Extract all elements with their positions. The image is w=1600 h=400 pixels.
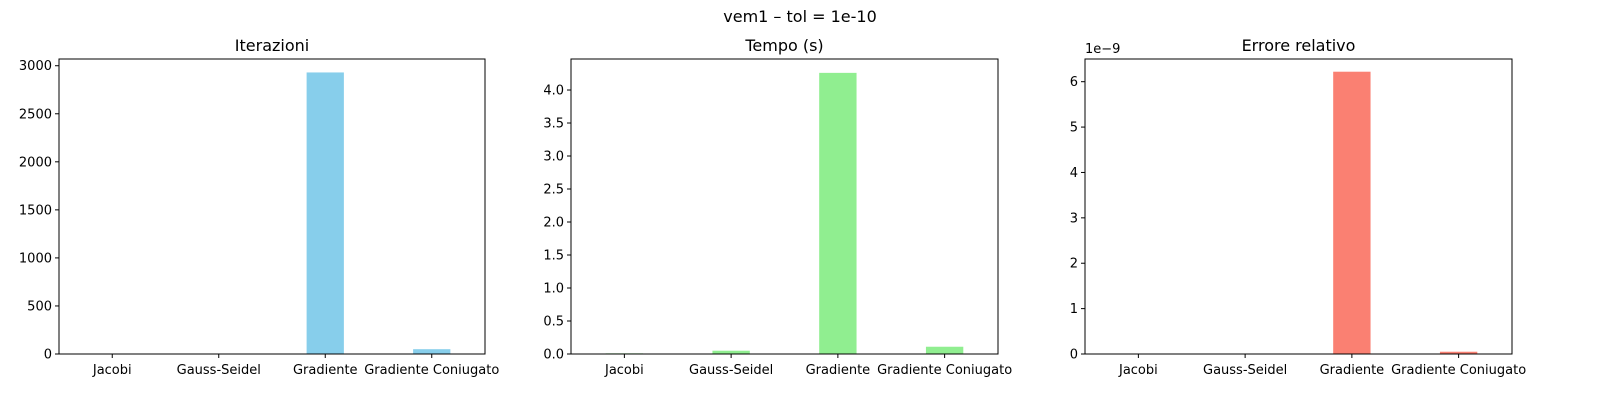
axes-frame-tempo (570, 58, 999, 355)
ytick-label-iterazioni-3: 1500 (19, 203, 52, 218)
bar-tempo-2 (819, 72, 857, 355)
ytick-label-errore-0: 0 (1070, 348, 1078, 363)
bar-iterazioni-2 (306, 72, 344, 354)
ytick-label-errore-3: 3 (1070, 211, 1078, 226)
xtick-label-tempo-1: Gauss-Seidel (689, 363, 773, 378)
xtick-label-errore-1: Gauss-Seidel (1203, 363, 1287, 378)
ytick-label-tempo-5: 2.5 (543, 183, 564, 198)
ytick-label-iterazioni-0: 0 (44, 348, 52, 363)
xtick-label-iterazioni-0: Jacobi (92, 363, 132, 378)
xtick-label-iterazioni-3: Gradiente Coniugato (364, 363, 499, 378)
xtick-label-tempo-0: Jacobi (604, 363, 644, 378)
xtick-label-iterazioni-1: Gauss-Seidel (177, 363, 261, 378)
ytick-label-tempo-1: 0.5 (543, 315, 564, 330)
xtick-label-tempo-2: Gradiente (806, 363, 871, 378)
chart-iterazioni: Iterazioni 0 500 1000 1500 2000 2500 3000 Jacobi… (19, 36, 499, 378)
axes-frame-iterazioni (58, 58, 486, 355)
ytick-label-iterazioni-1: 500 (27, 299, 52, 314)
bar-errore-3 (1439, 351, 1478, 354)
charts: Iterazioni 0 500 1000 1500 2000 2500 3000 Jacobi… (19, 36, 1526, 378)
chart-errore: Errore relativo 0 1 2 3 4 5 6 Jacobi Gauss-Seidel… (1070, 36, 1527, 378)
yaxis-offset-errore: 1e−9 (1085, 42, 1120, 57)
ytick-label-tempo-7: 3.5 (543, 117, 564, 132)
xtick-label-iterazioni-2: Gradiente (293, 363, 358, 378)
xtick-label-tempo-3: Gradiente Coniugato (877, 363, 1012, 378)
ytick-label-errore-4: 4 (1070, 166, 1078, 181)
chart-title-errore: Errore relativo (1242, 36, 1356, 55)
chart-title-iterazioni: Iterazioni (235, 36, 309, 55)
xtick-label-errore-2: Gradiente (1320, 363, 1385, 378)
ytick-label-iterazioni-4: 2000 (19, 155, 52, 170)
bar-tempo-3 (925, 346, 964, 354)
ytick-label-errore-6: 6 (1070, 75, 1078, 90)
bar-iterazioni-3 (413, 349, 451, 354)
chart-tempo: Tempo (s) 0.0 0.5 1.0 1.5 2.0 2.5 3.0 3.5 4.0 Jaco… (543, 36, 1012, 378)
ytick-label-errore-2: 2 (1070, 257, 1078, 272)
xtick-label-errore-3: Gradiente Coniugato (1391, 363, 1526, 378)
bar-tempo-1 (712, 350, 750, 354)
ytick-label-tempo-8: 4.0 (543, 84, 564, 99)
ytick-label-tempo-2: 1.0 (543, 282, 564, 297)
figure-title: vem1 – tol = 1e-10 (723, 7, 877, 26)
ytick-label-iterazioni-5: 2500 (19, 107, 52, 122)
ytick-label-errore-5: 5 (1070, 121, 1078, 136)
ytick-label-tempo-3: 1.5 (543, 249, 564, 264)
bar-errore-2 (1333, 71, 1371, 355)
chart-title-tempo: Tempo (s) (744, 36, 823, 55)
ytick-label-errore-1: 1 (1070, 302, 1078, 317)
ytick-label-tempo-4: 2.0 (543, 216, 564, 231)
axes-frame-errore (1084, 58, 1513, 355)
xtick-label-errore-0: Jacobi (1118, 363, 1158, 378)
ytick-label-iterazioni-6: 3000 (19, 59, 52, 74)
ytick-label-tempo-6: 3.0 (543, 150, 564, 165)
ytick-label-tempo-0: 0.0 (543, 348, 564, 363)
ytick-label-iterazioni-2: 1000 (19, 251, 52, 266)
